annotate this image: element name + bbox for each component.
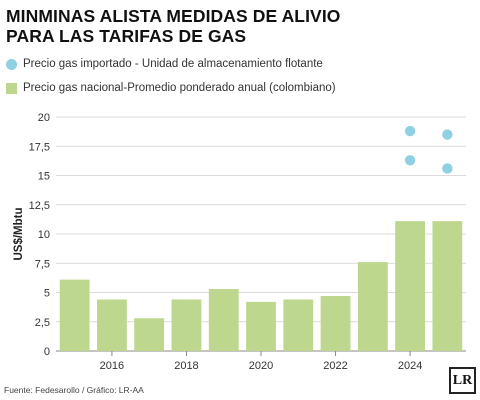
y-tick-label: 10 (38, 229, 50, 241)
scatter-point (442, 163, 453, 174)
bar (171, 299, 202, 351)
y-tick-label: 0 (44, 346, 50, 358)
legend-swatch-national (6, 82, 17, 94)
bar (246, 301, 276, 351)
lr-logo: LR (449, 367, 476, 394)
chart-title: MINMINAS ALISTA MEDIDAS DE ALIVIO PARA L… (6, 6, 446, 46)
title-line-1: MINMINAS ALISTA MEDIDAS DE ALIVIO (6, 6, 341, 26)
bar (97, 299, 127, 351)
bar (283, 299, 314, 351)
scatter-point (404, 155, 416, 166)
y-tick-label: 20 (38, 112, 50, 124)
scatter-point (404, 125, 416, 137)
title-line-2: PARA LAS TARIFAS DE GAS (6, 26, 247, 46)
y-tick-label: 15 (38, 171, 50, 183)
legend-label-national: Precio gas nacional-Promedio ponderado a… (23, 82, 336, 94)
x-tick-label: 2018 (174, 360, 198, 372)
x-tick-label: 2022 (323, 360, 347, 372)
x-tick-label: 2020 (249, 360, 273, 372)
bar (357, 262, 388, 351)
x-tick-label: 2024 (398, 360, 422, 372)
y-tick-label: 12,5 (29, 200, 50, 212)
bar (208, 288, 239, 351)
y-tick-label: 7,5 (35, 258, 50, 270)
y-tick-label: 17,5 (29, 141, 50, 153)
y-tick-label: 2,5 (35, 317, 50, 329)
y-axis-label: US$/Mbtu (13, 207, 25, 260)
y-tick-label: 5 (44, 288, 50, 300)
legend-item-national: Precio gas nacional-Promedio ponderado a… (6, 78, 476, 98)
bar (432, 221, 463, 351)
legend: Precio gas importado - Unidad de almacen… (6, 54, 476, 102)
bar (320, 296, 351, 351)
legend-item-imported: Precio gas importado - Unidad de almacen… (6, 54, 476, 74)
scatter-point (442, 129, 453, 140)
x-tick-label: 2016 (100, 360, 124, 372)
bar (134, 318, 165, 351)
legend-label-imported: Precio gas importado - Unidad de almacen… (23, 58, 323, 70)
source-note: Fuente: Fedesarollo / Gráfico: LR-AA (4, 385, 144, 395)
legend-swatch-imported (6, 58, 17, 70)
bar (395, 221, 425, 351)
bar-chart: 0 2,5 5 7,5 10 12,5 15 17,5 20 US$/Mbtu 2016 2018 20… (13, 112, 466, 372)
bar (59, 279, 90, 351)
